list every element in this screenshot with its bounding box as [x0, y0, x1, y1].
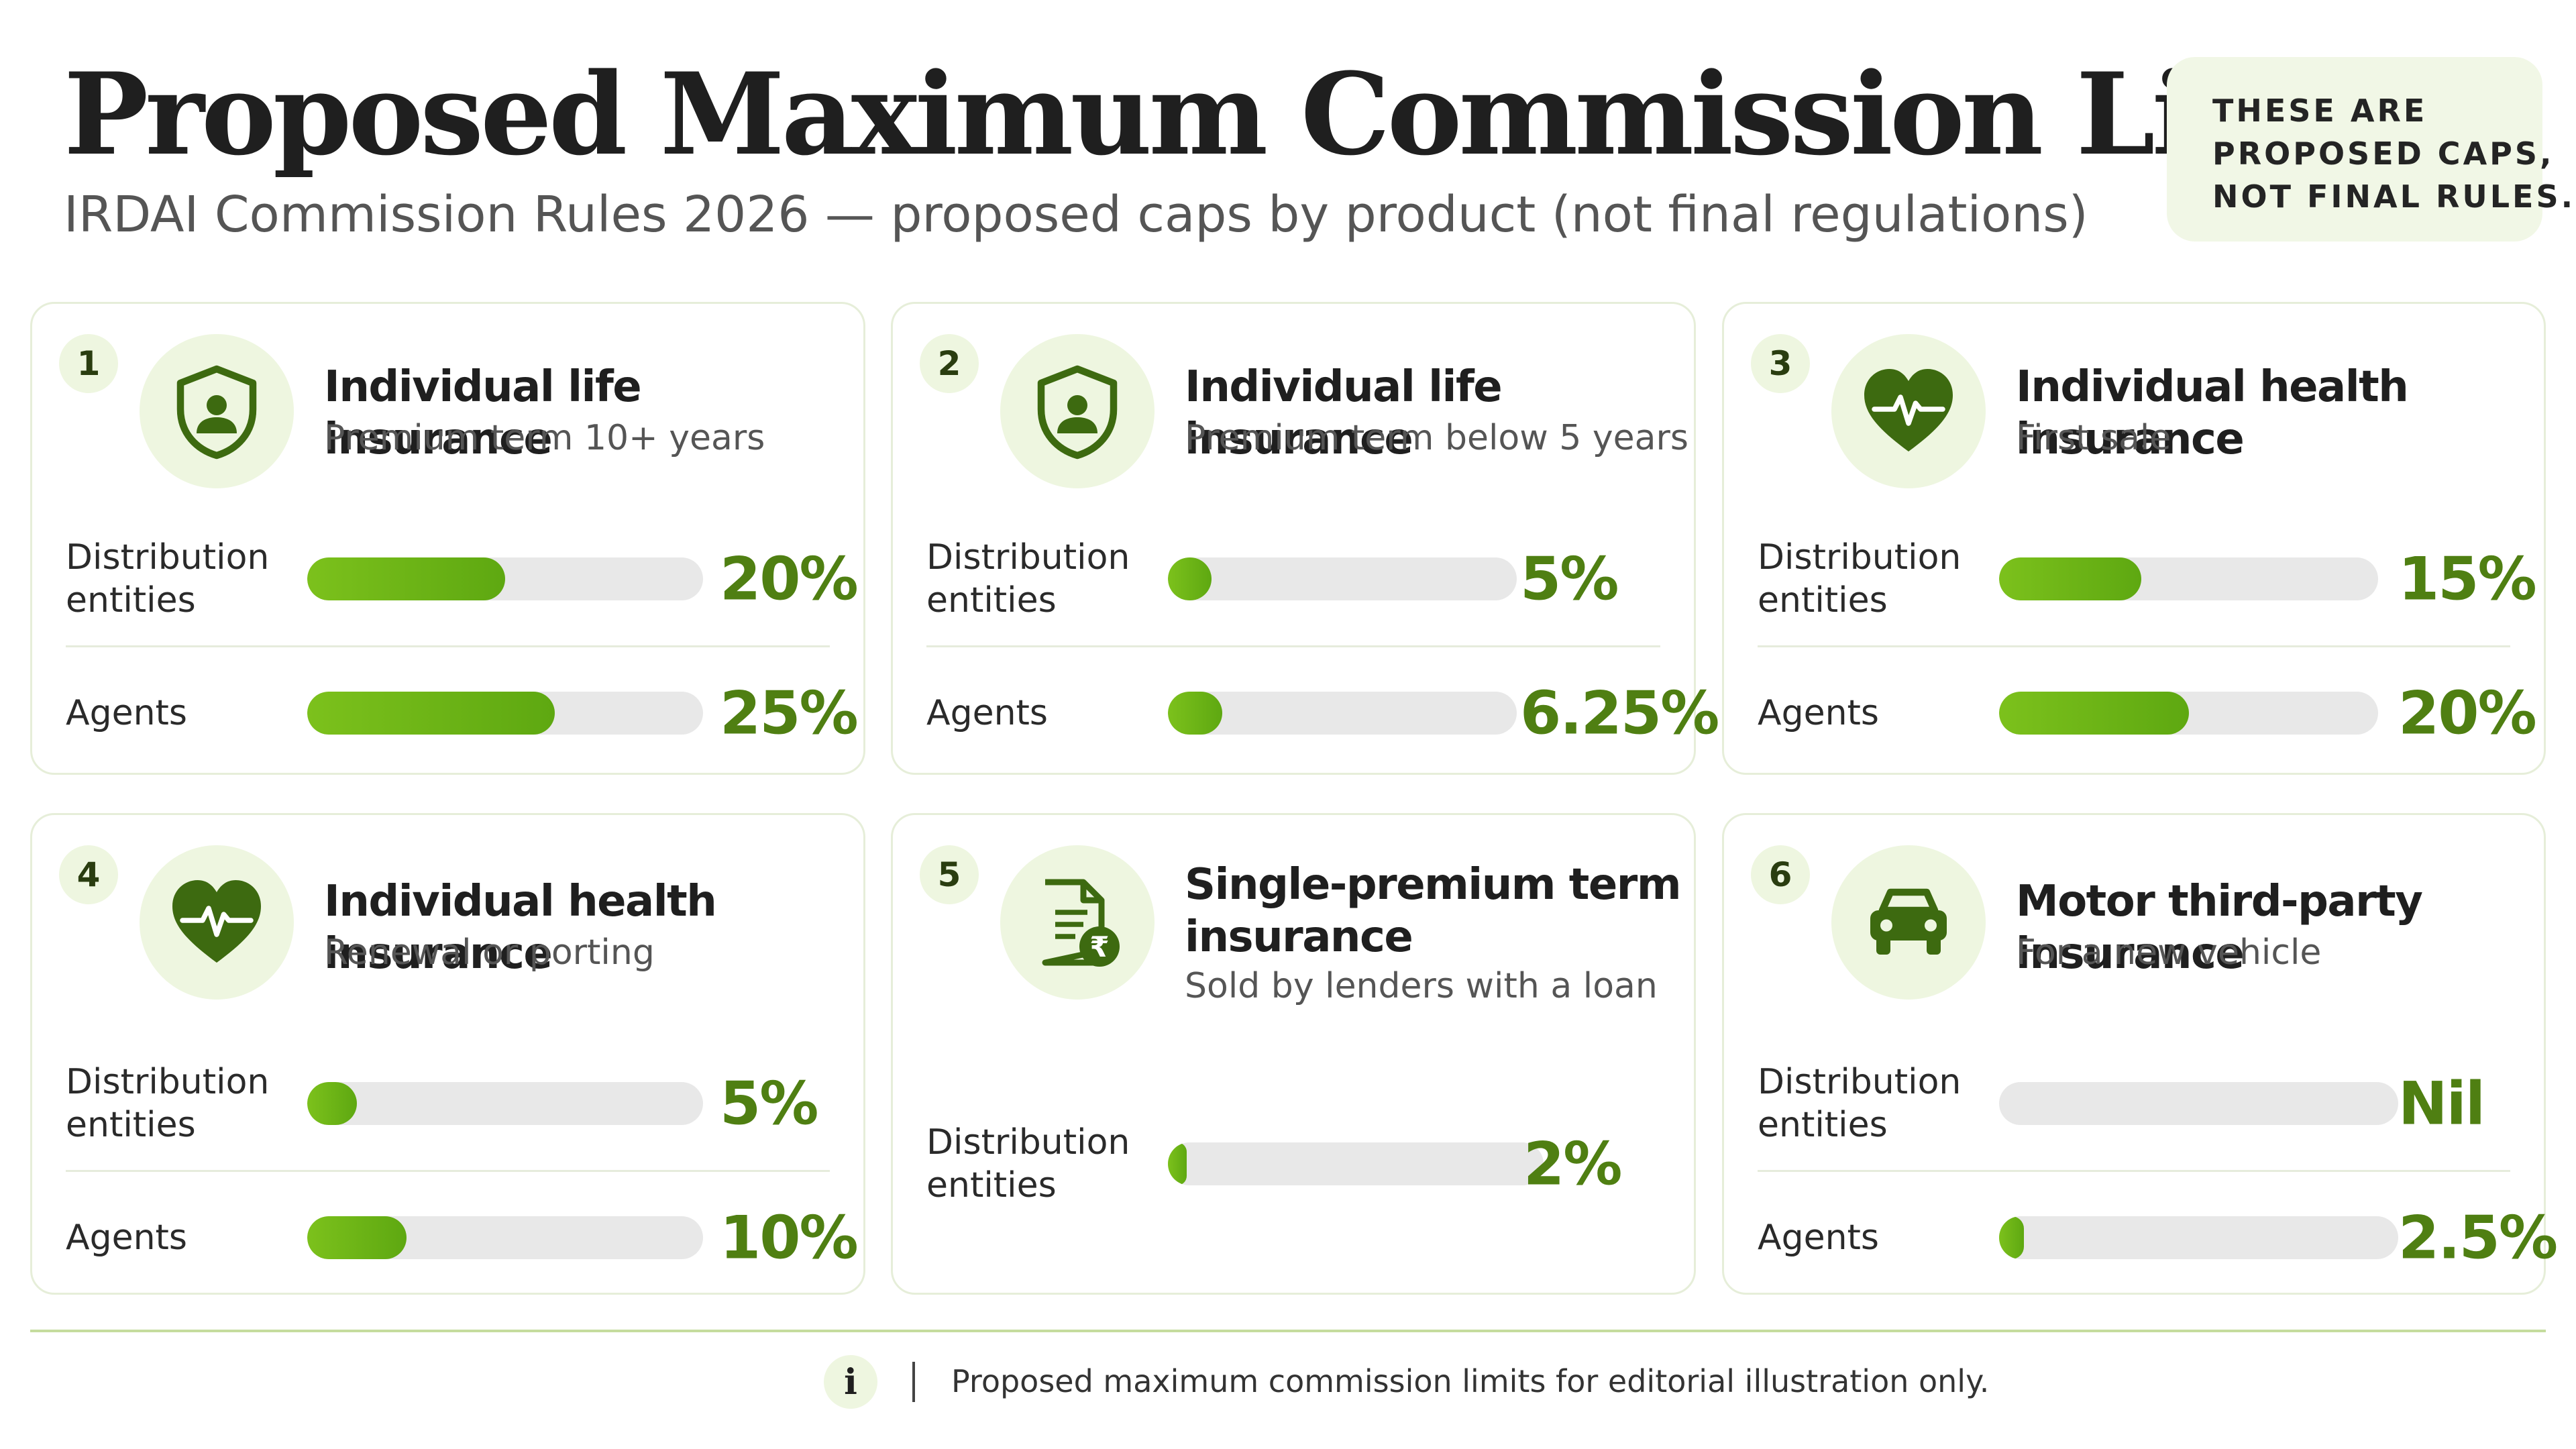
- panel-subtitle: Premium term 10+ years: [324, 418, 765, 458]
- bar-value-label: 5%: [720, 1069, 818, 1138]
- row-label: Agents: [1758, 1218, 1880, 1258]
- bar-fill: [307, 1216, 407, 1259]
- callout-line: THESE ARE: [2212, 93, 2428, 129]
- bar-row-agents: Agents 25%: [66, 659, 859, 767]
- bar-value-label: 10%: [720, 1203, 859, 1273]
- row-label: Agents: [926, 693, 1049, 733]
- panel-card: 5 ₹ Single-premium term insurance Sold by l…: [891, 813, 1696, 1295]
- heart-pulse-icon: [1831, 334, 1986, 488]
- page-title: Proposed Maximum Commission Limits: [64, 48, 2459, 180]
- row-label: Distribution entities: [1758, 537, 1962, 621]
- bar-track: [1168, 1142, 1544, 1185]
- bar-row-distribution-entities: Distribution entities 2%: [926, 1110, 1660, 1218]
- bar-row-agents: Agents 2.5%: [1758, 1184, 2558, 1291]
- bar-row-agents: Agents 10%: [66, 1184, 859, 1291]
- panel-number-badge: 2: [920, 334, 979, 393]
- row-label: Agents: [66, 1218, 188, 1258]
- bar-row-distribution-entities: Distribution entities 15%: [1758, 525, 2537, 647]
- callout-line: PROPOSED CAPS,: [2212, 136, 2555, 172]
- panel-subtitle: Premium term below 5 years: [1185, 418, 1688, 458]
- bar-value-label: 25%: [720, 678, 859, 748]
- bar-fill: [1999, 692, 2189, 735]
- bar-fill: [1168, 1142, 1187, 1185]
- bar-value-label: 20%: [2398, 678, 2537, 748]
- svg-text:₹: ₹: [1089, 930, 1109, 963]
- footer-note: Proposed maximum commission limits for e…: [951, 1363, 1990, 1399]
- row-label: Distribution entities: [1758, 1062, 1962, 1145]
- bar-track: [1999, 692, 2378, 735]
- page-subtitle: IRDAI Commission Rules 2026 — proposed c…: [64, 186, 2088, 244]
- bar-track: [307, 692, 703, 735]
- bar-fill: [307, 692, 555, 735]
- bar-row-distribution-entities: Distribution entities 20%: [66, 525, 859, 647]
- shield-user-icon: [1000, 334, 1155, 488]
- info-icon: i: [824, 1355, 877, 1409]
- panel-subtitle: Renewal or porting: [324, 932, 655, 973]
- bar-value-label: Nil: [2398, 1069, 2485, 1138]
- panel-title: Individual health insurance: [324, 877, 717, 979]
- panel-card: 6 Motor third-party insurance For a new ve…: [1722, 813, 2558, 1295]
- bar-row-distribution-entities: Distribution entities 5%: [926, 525, 1660, 647]
- bar-track: [1999, 1216, 2398, 1259]
- document-rupee-icon: ₹: [1000, 845, 1155, 1000]
- bar-value-label: 20%: [720, 544, 859, 614]
- panel-card: 3 Individual health insurance First sale Di…: [1722, 302, 2546, 775]
- footer: i Proposed maximum commission limits for…: [0, 1348, 2576, 1415]
- bar-fill: [1999, 1216, 2025, 1259]
- bar-fill: [307, 1082, 357, 1125]
- header: Proposed Maximum Commission Limits IRDAI…: [64, 47, 2459, 248]
- panel-title: Individual life insurance: [324, 362, 642, 464]
- panel-card: 1 Individual life insurance Premium term 1…: [30, 302, 865, 775]
- panel-card: 2 Individual life insurance Premium term b…: [891, 302, 1719, 775]
- row-label: Distribution entities: [66, 1062, 270, 1145]
- bar-fill: [307, 557, 505, 600]
- panel-number-badge: 6: [1751, 845, 1810, 904]
- panel-number-badge: 5: [920, 845, 979, 904]
- bar-track: [1999, 1082, 2398, 1125]
- bar-row-distribution-entities: Distribution entities 5%: [66, 1050, 830, 1172]
- panel-number-badge: 4: [59, 845, 118, 904]
- bar-row-distribution-entities: Distribution entities Nil: [1758, 1050, 2510, 1172]
- panel-subtitle: For a new vehicle: [2016, 932, 2322, 973]
- bar-row-agents: Agents 6.25%: [926, 659, 1719, 767]
- bar-track: [1999, 557, 2378, 600]
- bar-fill: [1168, 557, 1212, 600]
- car-icon: [1831, 845, 1986, 1000]
- panel-number-badge: 3: [1751, 334, 1810, 393]
- callout-line: NOT FINAL RULES.: [2212, 178, 2576, 215]
- bar-value-label: 15%: [2398, 544, 2537, 614]
- bar-value-label: 2%: [1523, 1129, 1622, 1199]
- panel-card: 4 Individual health insurance Renewal or p…: [30, 813, 865, 1295]
- bar-row-agents: Agents 20%: [1758, 659, 2537, 767]
- footer-separator: [912, 1362, 915, 1402]
- bar-track: [307, 1216, 703, 1259]
- panel-subtitle: Sold by lenders with a loan: [1185, 966, 1658, 1006]
- panel-title: Motor third-party insurance: [2016, 877, 2423, 979]
- bar-track: [307, 1082, 703, 1125]
- bar-track: [307, 557, 703, 600]
- shield-user-icon: [140, 334, 294, 488]
- row-label: Distribution entities: [66, 537, 270, 621]
- panel-subtitle: First sale: [2016, 418, 2171, 458]
- bar-track: [1168, 692, 1517, 735]
- bar-value-label: 6.25%: [1520, 678, 1719, 748]
- bar-fill: [1168, 692, 1223, 735]
- bar-value-label: 2.5%: [2398, 1203, 2558, 1273]
- footer-divider: [30, 1330, 2546, 1332]
- panel-title: Individual health insurance: [2016, 362, 2409, 464]
- bar-fill: [1999, 557, 2141, 600]
- row-label: Distribution entities: [926, 537, 1130, 621]
- bar-track: [1168, 557, 1517, 600]
- heart-pulse-icon: [140, 845, 294, 1000]
- panel-title: Individual life insurance: [1185, 362, 1503, 464]
- row-label: Agents: [66, 693, 188, 733]
- disclaimer-callout: THESE ARE PROPOSED CAPS, NOT FINAL RULES…: [2167, 57, 2576, 241]
- row-label: Distribution entities: [926, 1122, 1130, 1205]
- panel-title: Single-premium term insurance: [1185, 860, 1682, 962]
- panel-number-badge: 1: [59, 334, 118, 393]
- bar-value-label: 5%: [1520, 544, 1619, 614]
- row-label: Agents: [1758, 693, 1880, 733]
